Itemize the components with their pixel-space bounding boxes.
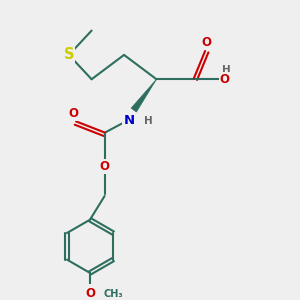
Text: CH₃: CH₃ bbox=[103, 289, 123, 299]
Text: O: O bbox=[202, 36, 212, 49]
Text: S: S bbox=[64, 47, 74, 62]
Text: H: H bbox=[144, 116, 153, 126]
Text: N: N bbox=[123, 114, 134, 127]
Text: O: O bbox=[69, 107, 79, 121]
Text: O: O bbox=[220, 73, 230, 86]
Text: O: O bbox=[85, 287, 95, 300]
Text: O: O bbox=[100, 160, 110, 173]
Text: H: H bbox=[222, 64, 231, 74]
Polygon shape bbox=[131, 79, 157, 112]
